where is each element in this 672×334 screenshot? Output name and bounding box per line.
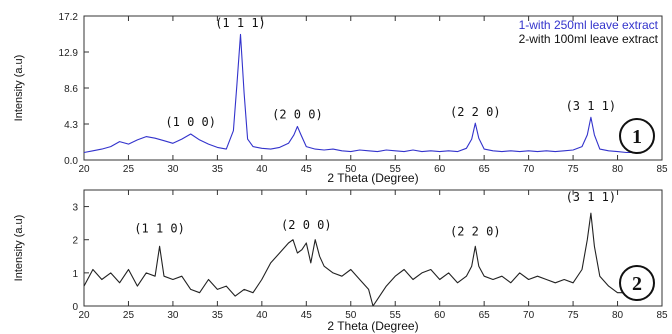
x-tick-label: 60: [434, 310, 446, 321]
x-tick-label: 60: [434, 164, 446, 175]
y-tick-label: 3: [72, 203, 78, 214]
y-tick-label: 2: [72, 236, 78, 247]
x-tick-label: 40: [256, 164, 268, 175]
peak-label: (2 0 0): [281, 218, 332, 232]
x-tick-label: 25: [123, 310, 135, 321]
x-tick-label: 85: [656, 310, 668, 321]
y-tick-label: 0.0: [64, 156, 78, 167]
peak-label: (3 1 1): [566, 99, 617, 113]
x-tick-label: 40: [256, 310, 268, 321]
peak-label: (3 1 1): [566, 190, 617, 204]
x-tick-label: 65: [479, 310, 491, 321]
x-tick-label: 30: [167, 164, 179, 175]
panel-badge-number: 2: [632, 273, 642, 295]
x-tick-label: 35: [212, 310, 224, 321]
x-tick-label: 70: [523, 310, 535, 321]
x-tick-label: 45: [301, 310, 313, 321]
peak-label: (2 2 0): [450, 105, 501, 119]
panel-badge-number: 1: [632, 126, 642, 148]
x-tick-label: 50: [345, 164, 357, 175]
y-tick-label: 12.9: [59, 48, 79, 59]
plot-frame: [83, 189, 663, 307]
peak-label: (1 1 1): [215, 16, 266, 30]
y-tick-label: 1: [72, 269, 78, 280]
x-tick-label: 85: [656, 164, 668, 175]
y-axis-label: Intensity (a.u): [13, 215, 25, 282]
peak-label: (1 1 0): [134, 221, 185, 235]
x-tick-label: 65: [479, 164, 491, 175]
x-tick-label: 35: [212, 164, 224, 175]
y-tick-label: 17.2: [59, 12, 79, 23]
peak-label: (2 0 0): [272, 107, 323, 121]
legend-entry: 2-with 100ml leave extract: [519, 32, 659, 46]
x-tick-label: 80: [612, 310, 624, 321]
xrd-panel-2: 20 25 30 35 40 45 50 55 60 65 70 75 80 85 0 1 2 3 2 Theta …: [13, 189, 668, 333]
x-axis-label: 2 Theta (Degree): [327, 319, 418, 333]
x-tick-label: 80: [612, 164, 624, 175]
y-tick-label: 8.6: [64, 84, 78, 95]
x-tick-label: 20: [78, 310, 90, 321]
x-tick-label: 30: [167, 310, 179, 321]
x-tick-label: 25: [123, 164, 135, 175]
series-line-1: [83, 33, 636, 154]
x-tick-label: 45: [301, 164, 313, 175]
legend-entry: 1-with 250ml leave extract: [519, 18, 659, 32]
x-tick-label: 55: [390, 164, 402, 175]
x-tick-label: 50: [345, 310, 357, 321]
peak-label: (2 2 0): [450, 225, 501, 239]
xrd-panel-1: 20 25 30 35 40 45 50 55 60 65 70 75 80 85 0.0 4.3 8.6 12.…: [13, 12, 668, 185]
panel-badge-circle: [619, 265, 655, 301]
y-tick-label: 4.3: [64, 120, 78, 131]
series-line-2: [83, 212, 636, 307]
x-tick-label: 20: [78, 164, 90, 175]
x-axis-label: 2 Theta (Degree): [327, 171, 418, 185]
x-tick-label: 70: [523, 164, 535, 175]
y-tick-label: 0: [72, 302, 78, 313]
y-axis-label: Intensity (a.u): [13, 55, 25, 122]
x-tick-label: 55: [390, 310, 402, 321]
x-tick-label: 75: [568, 310, 580, 321]
x-tick-label: 75: [568, 164, 580, 175]
peak-label: (1 0 0): [165, 115, 216, 129]
panel-badge-circle: [619, 118, 655, 154]
